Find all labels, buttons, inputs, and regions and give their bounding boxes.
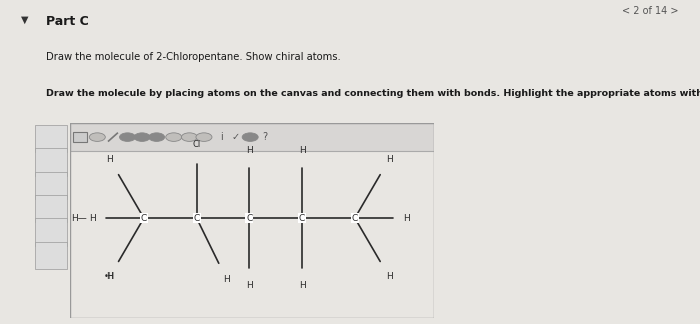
Text: Part C: Part C	[46, 15, 88, 28]
Circle shape	[148, 133, 164, 141]
FancyBboxPatch shape	[34, 242, 67, 269]
Text: H: H	[246, 281, 253, 290]
FancyBboxPatch shape	[34, 218, 67, 246]
Text: H: H	[106, 155, 113, 164]
Text: Draw the molecule by placing atoms on the canvas and connecting them with bonds.: Draw the molecule by placing atoms on th…	[46, 89, 700, 98]
Circle shape	[242, 133, 258, 141]
FancyBboxPatch shape	[34, 148, 67, 176]
FancyBboxPatch shape	[34, 125, 67, 152]
Circle shape	[134, 133, 150, 141]
Text: C: C	[351, 214, 358, 223]
Circle shape	[181, 133, 197, 141]
Text: H: H	[402, 214, 409, 223]
Text: < 2 of 14 >: < 2 of 14 >	[622, 6, 679, 16]
Text: ▼: ▼	[21, 15, 29, 25]
FancyBboxPatch shape	[73, 133, 88, 142]
Text: C: C	[141, 214, 147, 223]
Text: C: C	[246, 214, 253, 223]
Text: H: H	[299, 146, 305, 156]
Circle shape	[166, 133, 182, 141]
Text: Draw the molecule of 2-Chloropentane. Show chiral atoms.: Draw the molecule of 2-Chloropentane. Sh…	[46, 52, 340, 62]
Text: H: H	[89, 214, 96, 223]
Circle shape	[196, 133, 212, 141]
Circle shape	[120, 133, 136, 141]
FancyBboxPatch shape	[34, 195, 67, 222]
Text: i: i	[220, 132, 223, 142]
Text: Cl: Cl	[193, 140, 201, 149]
Text: C: C	[299, 214, 305, 223]
Circle shape	[90, 133, 105, 141]
Text: H: H	[299, 281, 305, 290]
FancyBboxPatch shape	[34, 172, 67, 199]
Text: H: H	[386, 155, 393, 164]
Text: H: H	[246, 146, 253, 156]
Text: H: H	[223, 275, 230, 284]
Text: H—: H—	[71, 214, 88, 223]
Text: C: C	[193, 214, 199, 223]
Text: H: H	[106, 272, 113, 281]
Text: ?: ?	[262, 132, 267, 142]
Text: ✓: ✓	[232, 132, 239, 142]
Text: •H: •H	[104, 272, 116, 281]
Text: H: H	[386, 272, 393, 281]
FancyBboxPatch shape	[70, 123, 434, 151]
